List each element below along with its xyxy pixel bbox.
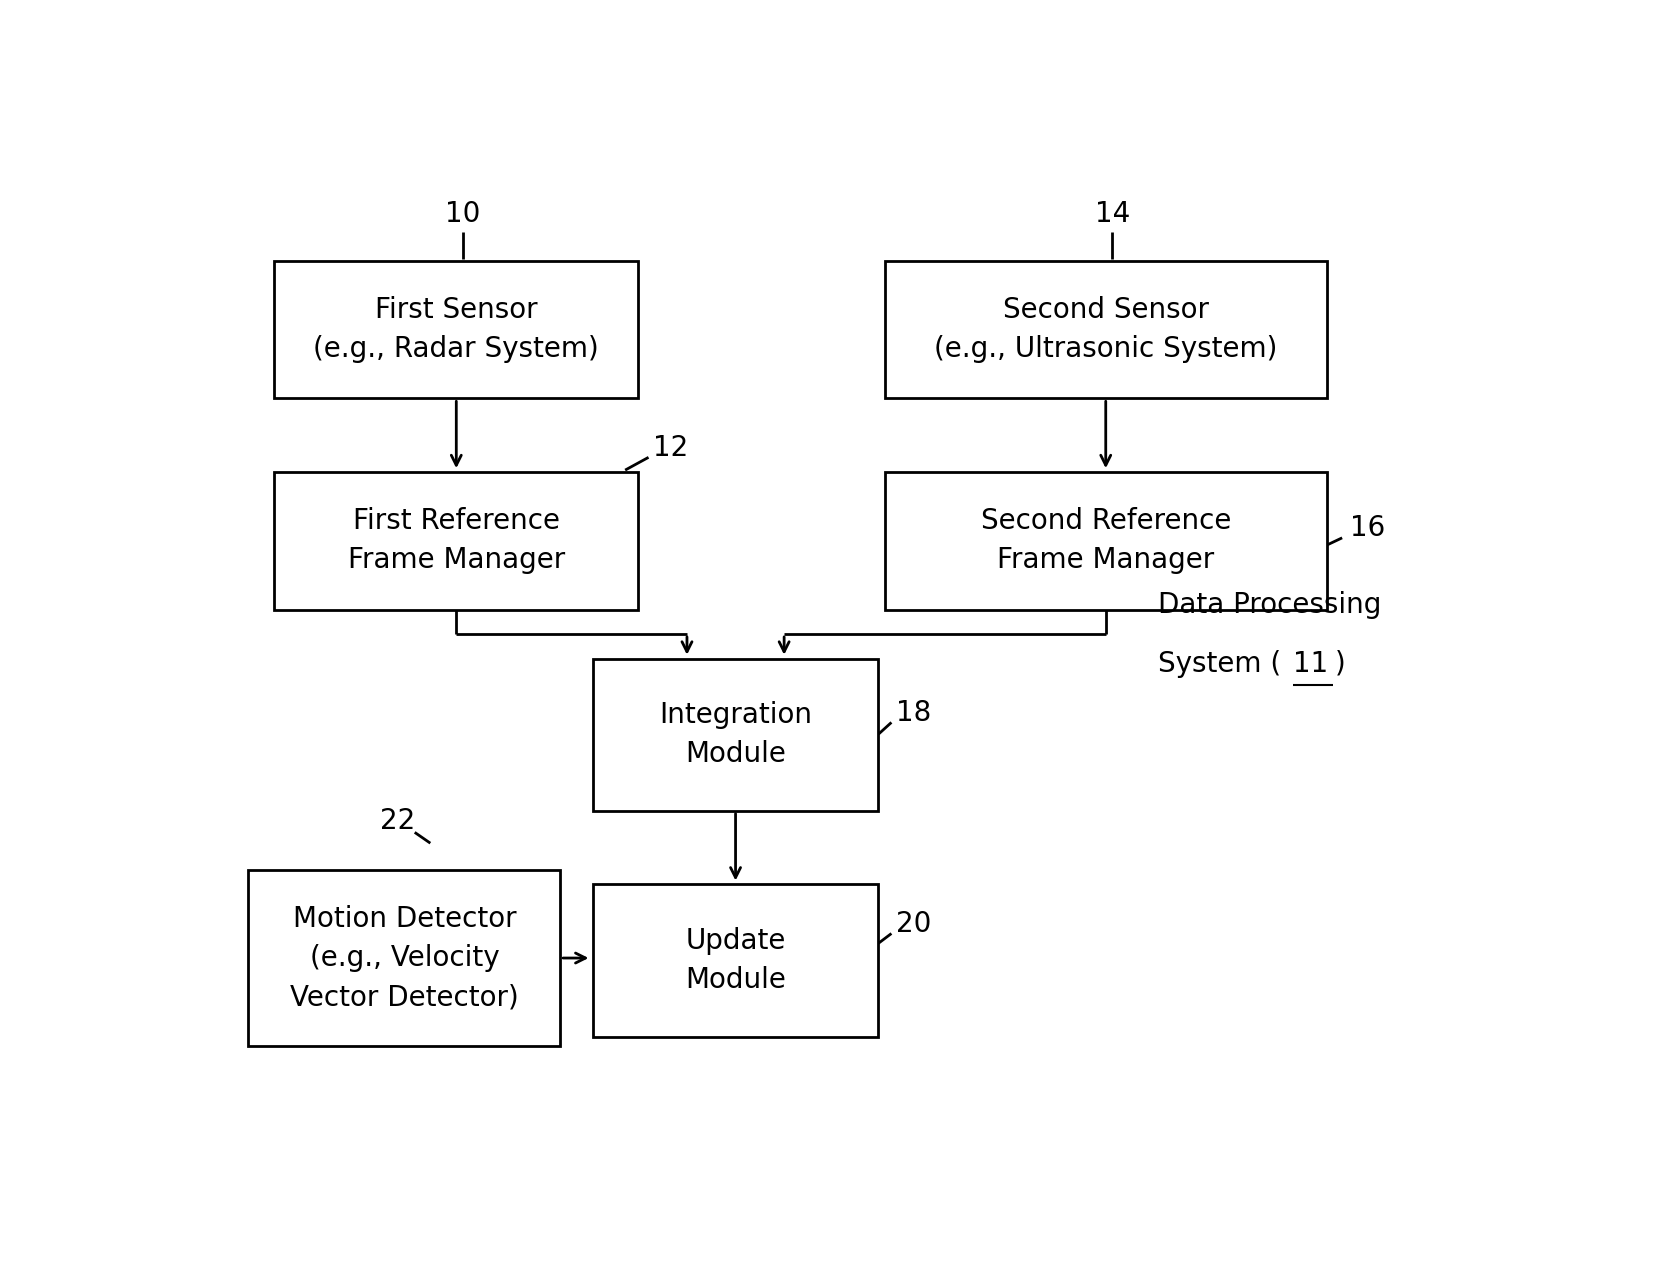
Bar <box>248 870 560 1047</box>
Text: System (: System ( <box>1158 649 1280 677</box>
Bar <box>593 659 878 811</box>
Text: Second Reference
Frame Manager: Second Reference Frame Manager <box>980 507 1230 574</box>
Text: 11: 11 <box>1292 649 1327 677</box>
Text: 20: 20 <box>895 909 932 937</box>
Text: 12: 12 <box>654 434 689 462</box>
Text: Data Processing: Data Processing <box>1158 590 1381 618</box>
Text: 16: 16 <box>1351 514 1386 542</box>
Text: First Reference
Frame Manager: First Reference Frame Manager <box>347 507 565 574</box>
Text: Update
Module: Update Module <box>685 927 786 994</box>
Text: ): ) <box>1334 649 1346 677</box>
Text: 14: 14 <box>1094 200 1130 228</box>
Bar <box>885 472 1327 609</box>
Text: 22: 22 <box>380 807 416 835</box>
Bar <box>275 472 639 609</box>
Text: 10: 10 <box>446 200 481 228</box>
Bar <box>275 261 639 398</box>
Text: Second Sensor
(e.g., Ultrasonic System): Second Sensor (e.g., Ultrasonic System) <box>934 296 1277 363</box>
Text: 18: 18 <box>897 699 932 727</box>
Text: Motion Detector
(e.g., Velocity
Vector Detector): Motion Detector (e.g., Velocity Vector D… <box>290 905 518 1011</box>
Text: First Sensor
(e.g., Radar System): First Sensor (e.g., Radar System) <box>313 296 598 363</box>
Bar <box>885 261 1327 398</box>
Text: Integration
Module: Integration Module <box>659 701 813 768</box>
Bar <box>593 885 878 1037</box>
